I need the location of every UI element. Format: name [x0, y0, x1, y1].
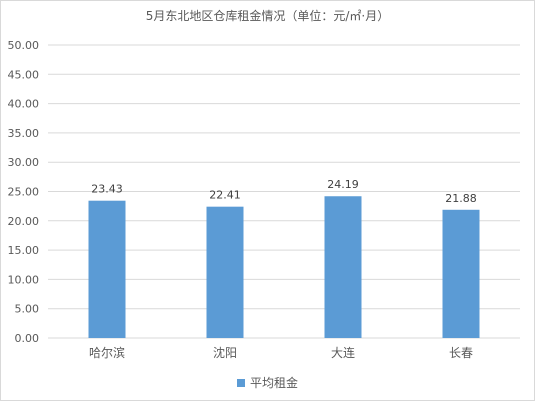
y-tick-label: 25.00 — [8, 186, 40, 199]
x-tick-label: 大连 — [331, 345, 355, 360]
y-tick-label: 45.00 — [8, 68, 40, 81]
y-tick-label: 0.00 — [15, 332, 40, 345]
y-tick-label: 30.00 — [8, 156, 40, 169]
bar — [442, 209, 480, 338]
legend-label: 平均租金 — [249, 376, 298, 390]
x-tick-label: 哈尔滨 — [89, 345, 125, 360]
legend: 平均租金 — [0, 374, 535, 391]
x-tick-label: 沈阳 — [213, 345, 237, 360]
y-tick-label: 5.00 — [15, 303, 40, 316]
bar — [206, 206, 244, 338]
legend-swatch — [236, 378, 245, 387]
bar — [88, 200, 126, 338]
bar — [324, 196, 362, 338]
y-tick-label: 20.00 — [8, 215, 40, 228]
chart-title: 5月东北地区仓库租金情况（单位：元/㎡·月） — [145, 9, 390, 23]
y-tick-label: 50.00 — [8, 39, 40, 52]
y-tick-label: 10.00 — [8, 273, 40, 286]
x-tick-label: 长春 — [449, 346, 473, 360]
y-tick-label: 15.00 — [8, 244, 40, 257]
data-label: 21.88 — [445, 192, 477, 205]
y-tick-label: 40.00 — [8, 98, 40, 111]
data-label: 23.43 — [91, 183, 123, 196]
y-tick-label: 35.00 — [8, 127, 40, 140]
data-label: 22.41 — [209, 189, 241, 202]
data-label: 24.19 — [327, 178, 359, 191]
